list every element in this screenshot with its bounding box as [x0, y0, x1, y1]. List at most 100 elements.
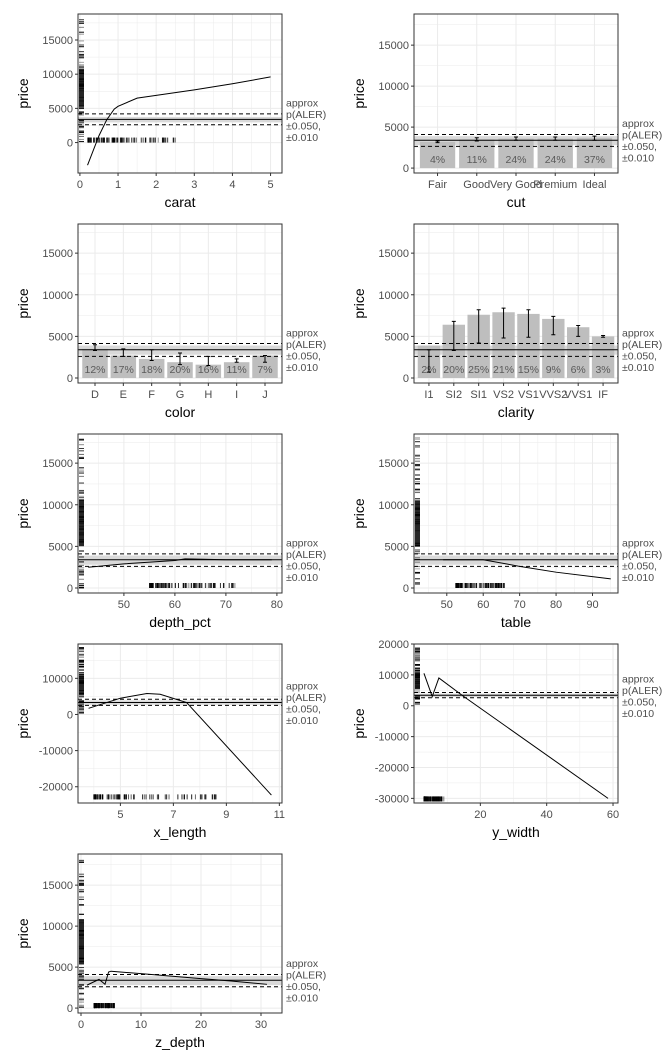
aler-label-line: ±0.050, [286, 704, 321, 716]
aler-label-line: approx [622, 118, 655, 130]
x-tick-label: VS1 [518, 389, 539, 401]
aler-label-line: ±0.010 [622, 153, 654, 165]
y-tick-label: 10000 [42, 290, 73, 302]
bar-percent-label: 24% [505, 154, 526, 166]
aler-label-line: ±0.010 [286, 362, 318, 374]
aler-label-line: ±0.050, [622, 561, 657, 573]
aler-label-line: ±0.050, [622, 696, 657, 708]
y-axis-title: price [15, 918, 31, 949]
error-bar [553, 136, 558, 141]
bar-percent-label: 9% [546, 364, 561, 376]
aler-label-line: ±0.050, [286, 561, 321, 573]
x-tick-label: 20 [474, 809, 486, 821]
bar-F [138, 358, 165, 379]
ale-line [87, 76, 271, 166]
ale-line [423, 673, 609, 799]
bar-percent-label: 17% [113, 364, 134, 376]
bar-percent-label: 37% [584, 154, 605, 166]
ale-line [443, 559, 611, 580]
x-tick-label: 11 [274, 809, 285, 821]
panel-border [413, 643, 619, 804]
x-tick-label: 1 [115, 179, 121, 191]
x-tick-label: 7 [170, 809, 176, 821]
error-bar [206, 355, 211, 367]
error-bar [514, 136, 518, 141]
aler-label-line: p(ALER) [286, 109, 326, 121]
x-tick-label: 60 [607, 809, 619, 821]
bar-percent-label: 6% [571, 364, 586, 376]
bar-percent-label: 21% [493, 364, 514, 376]
x-tick-label: 5 [117, 809, 123, 821]
y-tick-label: 0 [403, 163, 409, 175]
panel-cut: 4% 11% 24% 24% 37% 0 5000 10000 15000 Fair Good Ver… [351, 13, 662, 210]
y-tick-label: 0 [67, 583, 73, 595]
aler-label-line: p(ALER) [622, 130, 662, 142]
x-tick-label: IF [598, 389, 608, 401]
y-tick-label: 5000 [385, 541, 409, 553]
aler-label-line: p(ALER) [286, 549, 326, 561]
y-tick-label: 20000 [378, 639, 409, 651]
x-tick-label: Very Good [490, 179, 542, 191]
y-tick-label: 0 [67, 709, 73, 721]
panel-border [413, 223, 619, 384]
error-bar [263, 355, 267, 363]
aler-label-line: p(ALER) [622, 339, 662, 351]
aler-label-line: p(ALER) [622, 685, 662, 697]
x-tick-label: Ideal [583, 179, 607, 191]
aler-label-line: p(ALER) [286, 692, 326, 704]
aler-label-line: approx [286, 681, 319, 693]
bar-percent-label: 24% [545, 154, 566, 166]
bar-SI1 [467, 314, 490, 379]
aler-label-line: approx [622, 673, 655, 685]
y-tick-label: 10000 [42, 500, 73, 512]
y-axis-title: price [15, 498, 31, 529]
x-tick-label: D [91, 389, 99, 401]
x-tick-label: 50 [118, 599, 130, 611]
error-bar [526, 309, 531, 338]
bar-percent-label: 20% [169, 364, 190, 376]
error-bar [93, 344, 97, 352]
bar-Very Good [498, 138, 534, 169]
panel-border [77, 643, 283, 804]
panel-border [77, 433, 283, 594]
y-tick-label: 15000 [42, 35, 73, 47]
aler-label-line: approx [622, 328, 655, 340]
rug-dense-y [79, 675, 84, 696]
rug-dense-y [79, 68, 84, 107]
x-tick-label: 20 [195, 1019, 207, 1031]
error-bar [476, 309, 481, 344]
bar-Good [459, 139, 495, 169]
bar-percent-label: 12% [84, 364, 105, 376]
y-tick-label: 10000 [378, 670, 409, 682]
aler-label-line: ±0.050, [622, 141, 657, 153]
x-tick-label: 10 [135, 1019, 147, 1031]
panel-carat: 0 5000 10000 15000 0 1 2 3 4 5 carat price approxp(A… [15, 13, 326, 210]
x-tick-label: 2 [153, 179, 159, 191]
x-axis-title: z_depth [155, 1034, 205, 1050]
y-tick-label: 5000 [49, 331, 73, 343]
x-axis-title: y_width [492, 824, 539, 840]
y-tick-label: -30000 [375, 793, 409, 805]
x-tick-label: H [204, 389, 212, 401]
x-tick-label: E [120, 389, 127, 401]
panel-x_length: -20000 -10000 0 10000 5 7 9 11 x_length price appr… [15, 643, 326, 840]
bar-E [110, 355, 137, 379]
x-tick-label: 9 [223, 809, 229, 821]
panel-y_width: -30000 -20000 -10000 0 10000 20000 20 40 60 y_wid… [351, 639, 662, 840]
y-tick-label: 0 [403, 701, 409, 713]
x-tick-label: 0 [78, 1019, 84, 1031]
aler-label-line: approx [286, 97, 319, 109]
bar-Ideal [576, 137, 613, 169]
bar-percent-label: 15% [518, 364, 539, 376]
bar-percent-label: 7% [257, 364, 272, 376]
y-tick-label: 10000 [378, 81, 409, 93]
error-bar [121, 348, 126, 357]
rug-dense-y [79, 500, 84, 547]
y-axis-title: price [351, 498, 367, 529]
y-tick-label: 15000 [378, 40, 409, 52]
x-tick-label: J [262, 389, 268, 401]
error-bar [149, 349, 154, 362]
y-tick-label: 5000 [385, 122, 409, 134]
x-tick-label: VS2 [493, 389, 514, 401]
bar-I [223, 362, 250, 379]
